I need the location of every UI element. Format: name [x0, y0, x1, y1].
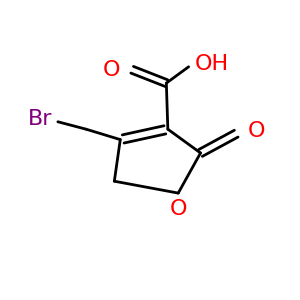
- Text: OH: OH: [195, 54, 229, 74]
- Text: O: O: [248, 121, 266, 141]
- Text: Br: Br: [27, 109, 52, 129]
- Text: O: O: [103, 60, 120, 80]
- Text: O: O: [169, 200, 187, 219]
